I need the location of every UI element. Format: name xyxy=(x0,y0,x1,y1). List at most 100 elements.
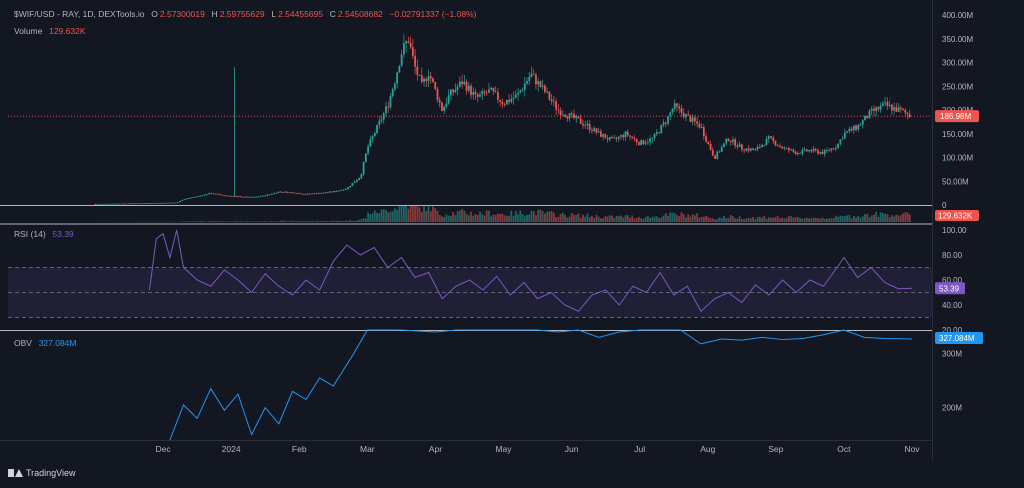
candle-body xyxy=(165,202,168,204)
volume-bar xyxy=(799,218,801,222)
volume-bar xyxy=(465,213,468,222)
volume-bar xyxy=(765,218,768,222)
candle-body xyxy=(237,196,240,197)
volume-bar xyxy=(796,216,799,222)
candle-body xyxy=(828,150,831,151)
candle-body xyxy=(369,139,372,147)
volume-label[interactable]: Volume xyxy=(14,26,43,36)
candle-body xyxy=(709,143,712,150)
candle-body xyxy=(326,192,329,194)
volume-bar xyxy=(398,206,401,222)
volume-bar xyxy=(584,216,587,222)
candle-body xyxy=(246,196,249,198)
volume-bar xyxy=(194,221,197,222)
volume-bar xyxy=(313,221,316,222)
candle-body xyxy=(700,127,703,128)
candle-body xyxy=(445,103,448,107)
volume-bar xyxy=(320,221,322,222)
volume-bar xyxy=(886,214,889,222)
volume-bar xyxy=(391,211,394,222)
volume-bar xyxy=(514,211,517,222)
candle-body xyxy=(785,147,788,149)
candle-body xyxy=(606,138,609,140)
volume-bar xyxy=(237,221,240,222)
volume-bar xyxy=(429,211,432,222)
rsi-label[interactable]: RSI (14) xyxy=(14,229,46,239)
candle-body xyxy=(161,202,164,204)
candle-body xyxy=(179,201,181,203)
volume-bar xyxy=(774,217,777,222)
volume-bar xyxy=(342,221,345,222)
volume-bar xyxy=(436,210,439,222)
volume-bar xyxy=(779,218,781,222)
candle-body xyxy=(347,187,349,190)
obv-label[interactable]: OBV xyxy=(14,338,32,348)
volume-bar xyxy=(573,214,575,222)
candle-body xyxy=(745,148,748,151)
volume-bar xyxy=(740,219,743,222)
candle-body xyxy=(658,132,660,134)
candle-body xyxy=(814,148,817,151)
candle-body xyxy=(400,54,403,67)
candle-body xyxy=(313,193,316,195)
volume-bar xyxy=(488,210,490,222)
volume-bar xyxy=(181,221,184,222)
tradingview-logo[interactable]: TradingView xyxy=(8,468,76,478)
candle-body xyxy=(673,103,676,109)
candle-body xyxy=(790,149,793,151)
volume-bar xyxy=(456,210,459,222)
candle-body xyxy=(483,91,486,93)
candle-body xyxy=(568,113,571,119)
candle-body xyxy=(279,191,282,193)
volume-bar xyxy=(340,221,343,222)
volume-bar xyxy=(282,220,284,222)
volume-bar xyxy=(333,220,336,222)
volume-bar xyxy=(405,206,408,222)
candle-body xyxy=(676,103,678,107)
candle-body xyxy=(902,109,904,111)
candle-body xyxy=(843,132,846,139)
candle-body xyxy=(230,195,233,197)
candle-body xyxy=(335,191,338,192)
candle-body xyxy=(575,116,578,119)
candle-body xyxy=(389,96,392,108)
volume-bar xyxy=(709,218,712,222)
candle-body xyxy=(394,83,396,90)
candle-body xyxy=(134,203,137,205)
candle-body xyxy=(476,94,479,97)
candle-body xyxy=(255,196,258,198)
volume-bar xyxy=(317,221,320,222)
obv-pane xyxy=(169,329,913,441)
volume-bar xyxy=(474,214,477,222)
volume-bar xyxy=(505,215,508,222)
candlestick-series[interactable] xyxy=(94,34,911,205)
volume-bar xyxy=(864,214,866,222)
candle-body xyxy=(792,149,795,152)
volume-bar xyxy=(698,217,701,222)
volume-bar xyxy=(293,221,296,222)
volume-bar xyxy=(564,214,566,222)
volume-bar xyxy=(602,218,605,222)
candle-body xyxy=(770,136,772,138)
volume-bar xyxy=(512,216,515,222)
symbol-title[interactable]: $WIF/USD - RAY, 1D, DEXTools.io xyxy=(14,9,145,19)
volume-bar xyxy=(633,218,636,222)
volume-bar xyxy=(850,218,853,222)
volume-bar xyxy=(335,220,338,222)
volume-bar xyxy=(599,218,602,222)
change-value: −0.02791337 (−1.08%) xyxy=(389,9,477,19)
volume-bar xyxy=(355,220,358,222)
candle-body xyxy=(586,123,589,126)
candle-body xyxy=(761,144,763,148)
volume-bar xyxy=(552,212,555,222)
volume-bar xyxy=(801,218,804,222)
close-value: 2.54508682 xyxy=(337,9,383,19)
volume-bar xyxy=(655,216,658,222)
candle-body xyxy=(308,193,311,195)
candle-body xyxy=(210,193,213,194)
candle-body xyxy=(409,42,412,48)
candle-body xyxy=(736,145,739,147)
volume-bar xyxy=(530,210,533,222)
price-tick-label: 0 xyxy=(942,201,947,210)
